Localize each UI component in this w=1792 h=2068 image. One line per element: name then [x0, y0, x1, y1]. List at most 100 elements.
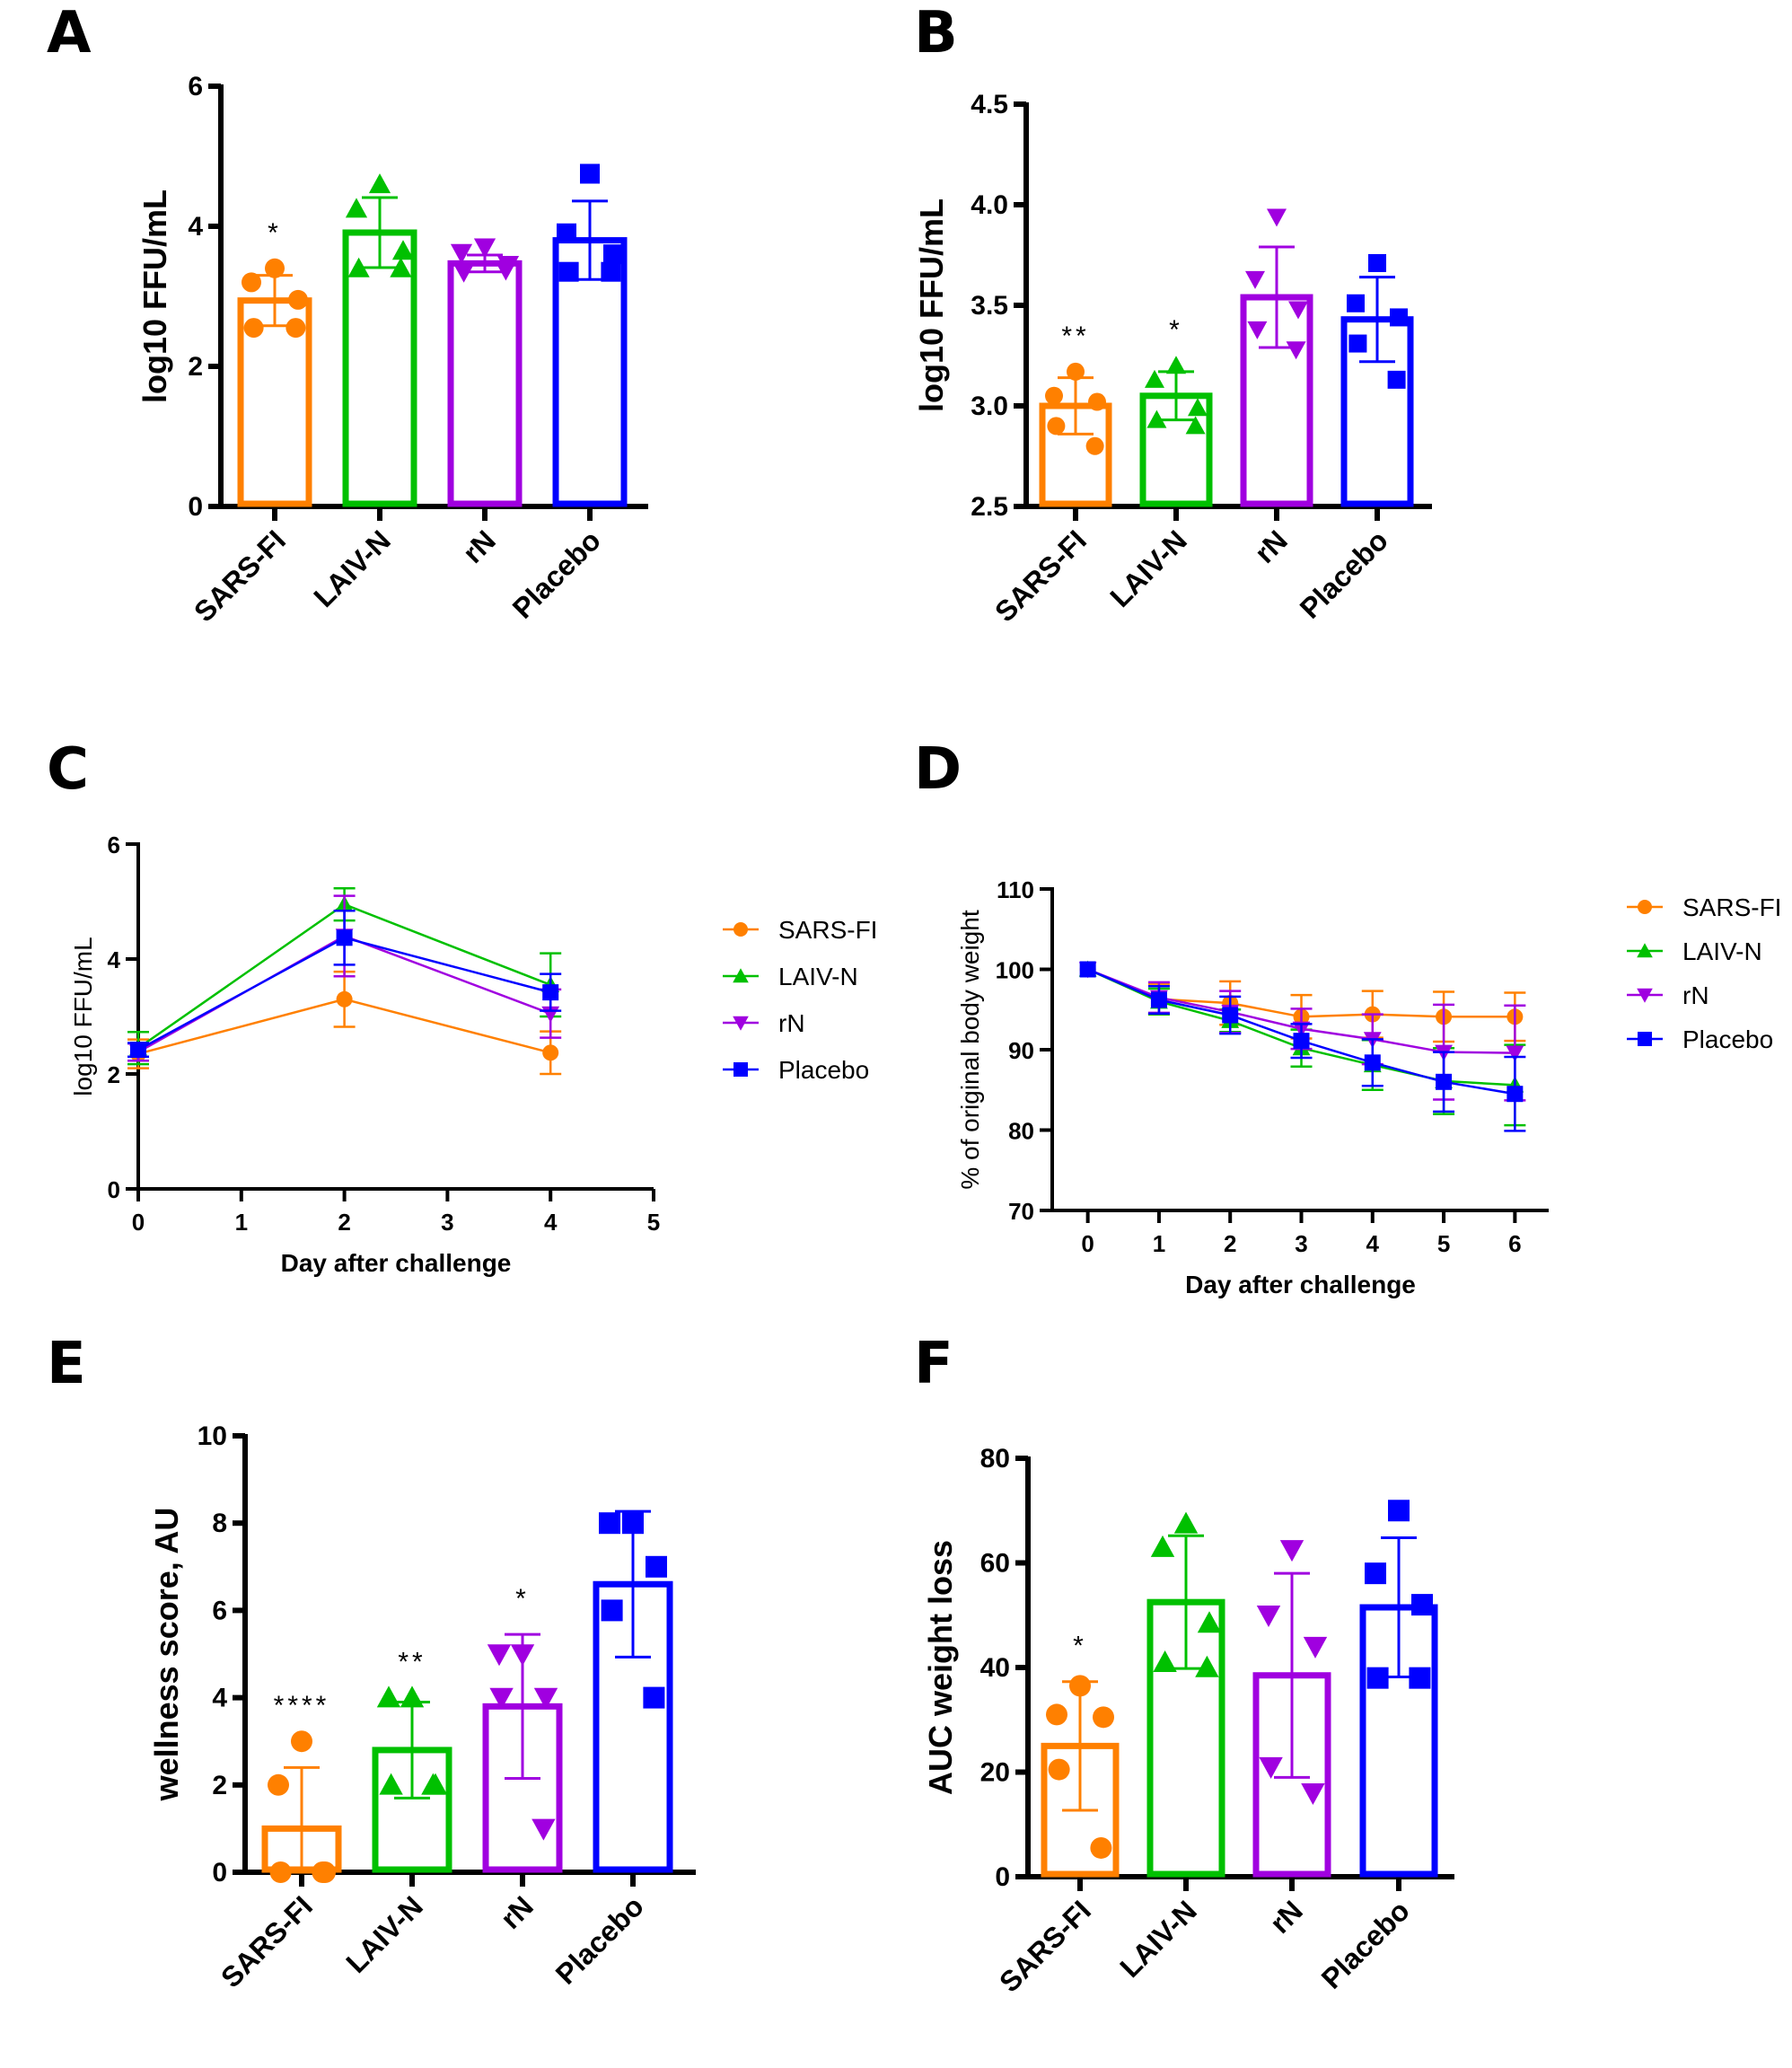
y-tick-label: 0 [188, 492, 203, 522]
data-point [1507, 1086, 1524, 1103]
x-axis-title: Day after challenge [1185, 1271, 1416, 1298]
data-point [291, 1730, 312, 1753]
y-tick-label: 40 [980, 1653, 1010, 1683]
data-point [1267, 208, 1287, 227]
y-tick-label: 100 [996, 957, 1034, 984]
data-point [376, 1685, 401, 1708]
data-point [1090, 1836, 1112, 1859]
data-point [1048, 1758, 1070, 1781]
legend-label: LAIV-N [778, 963, 858, 990]
panel-c: C 0 2 4 6 log10 FFU/mL 0 1 2 3 4 5 Day after challen… [47, 736, 877, 1277]
y-tick-label: 80 [980, 1444, 1010, 1474]
data-point [1166, 356, 1186, 374]
data-point [1222, 1007, 1239, 1024]
y-axis-title: % of original body weight [956, 910, 984, 1190]
significance-label: ** [398, 1648, 426, 1677]
data-point [391, 240, 415, 260]
legend-label: rN [1682, 981, 1709, 1009]
x-tick-label: 0 [1081, 1230, 1094, 1257]
data-point [130, 1042, 146, 1059]
x-tick-label: 4 [544, 1209, 558, 1236]
data-point [1366, 1667, 1389, 1689]
y-axis-title: log10 FFU/mL [913, 198, 950, 412]
data-point [242, 272, 261, 293]
data-point [1085, 436, 1104, 455]
y-axis-title: log10 FFU/mL [69, 937, 97, 1096]
y-tick-label: 4 [188, 212, 203, 242]
data-point [1088, 392, 1106, 411]
y-tick-label: 6 [188, 72, 203, 101]
legend-item-sars-fi: SARS-FI [723, 916, 877, 944]
x-tick-label: 4 [1366, 1230, 1380, 1257]
data-point [1045, 386, 1063, 405]
y-tick-label: 3.5 [971, 291, 1008, 321]
y-axis-title: log10 FFU/mL [136, 189, 173, 403]
x-tick-label: 6 [1508, 1230, 1521, 1257]
y-tick-label: 2 [212, 1771, 227, 1800]
legend-marker [733, 1016, 749, 1031]
y-tick-label: 70 [1008, 1198, 1034, 1225]
y-tick-label: 90 [1008, 1037, 1034, 1064]
data-point [510, 1644, 535, 1667]
legend-item-rn: rN [1627, 981, 1709, 1009]
legend-marker [733, 1062, 748, 1077]
data-point [643, 1686, 665, 1709]
legend-label: SARS-FI [1682, 893, 1781, 921]
x-tick-label: 5 [647, 1209, 660, 1236]
y-tick-label: 8 [212, 1509, 227, 1538]
significance-label: ** [1061, 321, 1089, 351]
data-point [1347, 294, 1365, 312]
y-tick-label: 2 [188, 352, 203, 382]
data-point [531, 1818, 556, 1841]
data-point [450, 243, 473, 264]
data-point [1069, 1675, 1091, 1697]
data-point [1153, 1650, 1177, 1672]
data-point [601, 1599, 623, 1622]
y-tick-label: 110 [997, 876, 1034, 903]
data-point [558, 261, 579, 282]
data-point [1046, 1703, 1067, 1726]
data-point [379, 1773, 403, 1795]
significance-label: **** [274, 1691, 330, 1720]
data-point [1093, 1706, 1114, 1729]
legend-item-rn: rN [723, 1009, 805, 1037]
data-point [336, 929, 353, 946]
data-point [489, 1687, 514, 1710]
y-tick-label: 20 [980, 1758, 1010, 1788]
data-point [1188, 398, 1208, 417]
y-tick-label: 4 [212, 1684, 227, 1713]
legend-marker [1638, 900, 1652, 914]
data-point [495, 260, 517, 281]
panel-label: D [914, 736, 962, 803]
y-tick-label: 0 [108, 1176, 120, 1203]
data-point [1364, 1054, 1381, 1071]
data-point [400, 1685, 425, 1708]
data-point [603, 244, 623, 265]
data-point [421, 1773, 445, 1795]
panel-label: F [914, 1331, 953, 1397]
data-point [1288, 301, 1308, 320]
data-point [285, 318, 306, 339]
series-placebo [127, 909, 562, 1059]
data-point [1197, 1611, 1222, 1633]
legend-label: Placebo [778, 1056, 869, 1084]
y-tick-label: 0 [212, 1858, 227, 1888]
y-tick-label: 3.0 [971, 392, 1008, 421]
legend-label: LAIV-N [1682, 937, 1762, 965]
panel-label: C [47, 736, 89, 803]
x-tick-label: 1 [235, 1209, 248, 1236]
legend-marker [1638, 1032, 1652, 1046]
data-point [1150, 1535, 1175, 1557]
legend-label: SARS-FI [778, 916, 877, 944]
legend-item-sars-fi: SARS-FI [1627, 893, 1781, 921]
legend-marker [1637, 988, 1653, 1003]
data-point [1279, 1540, 1304, 1562]
data-point [288, 289, 308, 310]
data-point [1390, 308, 1408, 327]
y-tick-label: 0 [995, 1862, 1010, 1892]
y-tick-label: 6 [108, 832, 120, 858]
x-tick-label: 1 [1153, 1230, 1165, 1257]
x-axis-title: Day after challenge [281, 1249, 512, 1277]
data-point [390, 257, 412, 277]
series-placebo [1079, 961, 1526, 1132]
